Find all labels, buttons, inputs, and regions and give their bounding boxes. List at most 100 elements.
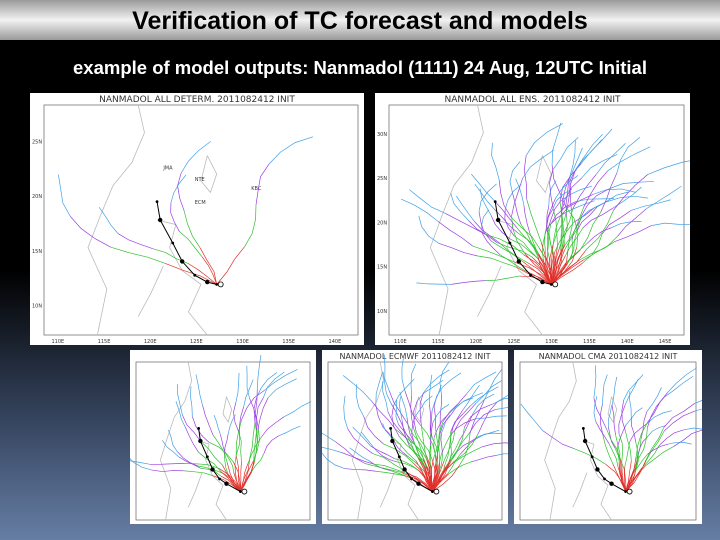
forecast-track — [436, 372, 462, 397]
map-panel: NANMADOL ALL DETERM. 2011082412 INIT 25N 2… — [30, 93, 364, 345]
forecast-track — [216, 246, 245, 285]
forecast-track — [635, 442, 639, 468]
forecast-track — [130, 458, 152, 471]
coastline — [200, 155, 218, 194]
forecast-track — [509, 161, 521, 193]
forecast-track — [185, 427, 199, 453]
observed-point — [224, 481, 229, 486]
forecast-track — [601, 210, 632, 235]
forecast-track — [464, 403, 493, 428]
forecast-track — [547, 227, 555, 256]
forecast-track — [347, 428, 373, 454]
forecast-track — [178, 456, 201, 469]
forecast-track — [409, 189, 446, 214]
observed-point — [410, 477, 413, 481]
forecast-track — [408, 456, 425, 473]
forecast-track — [573, 448, 606, 465]
forecast-track — [343, 395, 349, 430]
forecast-track — [433, 437, 437, 465]
forecast-track — [373, 463, 406, 474]
forecast-track — [550, 243, 565, 285]
forecast-track — [267, 378, 297, 399]
forecast-track — [625, 456, 637, 492]
lon-label: 115E — [432, 339, 445, 345]
forecast-track — [663, 410, 696, 432]
map-header: NANMADOL ALL ENS. 2011082412 INIT — [445, 95, 621, 105]
forecast-track — [414, 395, 433, 417]
forecast-track — [382, 371, 392, 404]
forecast-track — [522, 261, 552, 285]
forecast-track — [583, 170, 609, 208]
forecast-track — [548, 180, 557, 207]
forecast-track — [517, 232, 539, 258]
forecast-track — [418, 215, 439, 244]
forecast-track — [445, 213, 486, 235]
forecast-track — [538, 253, 552, 285]
forecast-track — [442, 451, 458, 471]
forecast-track — [249, 397, 259, 430]
forecast-track — [438, 435, 451, 464]
forecast-track — [466, 371, 497, 395]
forecast-track — [240, 461, 254, 492]
observed-point — [431, 490, 434, 493]
forecast-track — [574, 139, 603, 173]
forecast-track — [471, 173, 495, 201]
forecast-track — [246, 365, 250, 399]
forecast-track — [218, 467, 241, 492]
forecast-track — [612, 463, 626, 492]
forecast-track — [608, 404, 613, 427]
map-frame — [327, 361, 503, 521]
forecast-track — [611, 376, 618, 406]
observed-point — [155, 200, 159, 203]
forecast-track — [647, 160, 690, 175]
forecast-track — [624, 378, 639, 406]
forecast-track — [401, 355, 406, 392]
model-label: KBC — [251, 186, 262, 192]
forecast-track — [638, 436, 649, 455]
forecast-track — [212, 434, 228, 464]
forecast-track — [551, 249, 587, 285]
observed-point — [495, 217, 501, 223]
model-label: JMA — [162, 165, 173, 171]
forecast-track — [165, 263, 217, 285]
forecast-track — [478, 183, 497, 212]
forecast-track — [448, 431, 452, 464]
forecast-track — [569, 140, 576, 177]
forecast-track — [437, 221, 473, 247]
forecast-track — [170, 202, 180, 232]
map-panel — [130, 350, 316, 524]
forecast-track — [454, 402, 477, 430]
forecast-track — [459, 413, 474, 441]
map: NANMADOL ALL DETERM. 2011082412 INIT 25N 2… — [32, 95, 359, 345]
forecast-track — [579, 212, 602, 251]
map-panel: NANMADOL ALL ENS. 2011082412 INIT 30N 25N 2… — [375, 93, 690, 345]
forecast-track — [470, 386, 499, 407]
forecast-track — [645, 427, 665, 461]
forecast-track — [254, 389, 258, 425]
map-header: NANMADOL CMA 2011082412 INIT — [539, 352, 678, 361]
forecast-track — [344, 468, 376, 472]
coastline — [536, 155, 552, 194]
forecast-track — [602, 374, 608, 405]
forecast-track — [630, 416, 637, 443]
lat-label: 25N — [377, 176, 387, 182]
forecast-track — [478, 401, 498, 434]
forecast-track — [593, 188, 636, 195]
forecast-track — [243, 379, 254, 407]
forecast-track — [516, 227, 539, 255]
forecast-track — [448, 461, 472, 474]
forecast-track — [510, 238, 538, 259]
forecast-track — [448, 397, 474, 415]
coastline — [159, 361, 193, 521]
forecast-track — [234, 463, 241, 492]
forecast-track — [252, 429, 260, 462]
forecast-track — [220, 470, 241, 492]
forecast-track — [572, 174, 597, 209]
forecast-track — [499, 242, 528, 263]
forecast-track — [640, 411, 648, 439]
slide-title: Verification of TC forecast and models — [0, 0, 720, 40]
forecast-track — [469, 409, 496, 434]
forecast-track — [399, 391, 408, 418]
forecast-track — [586, 210, 614, 250]
